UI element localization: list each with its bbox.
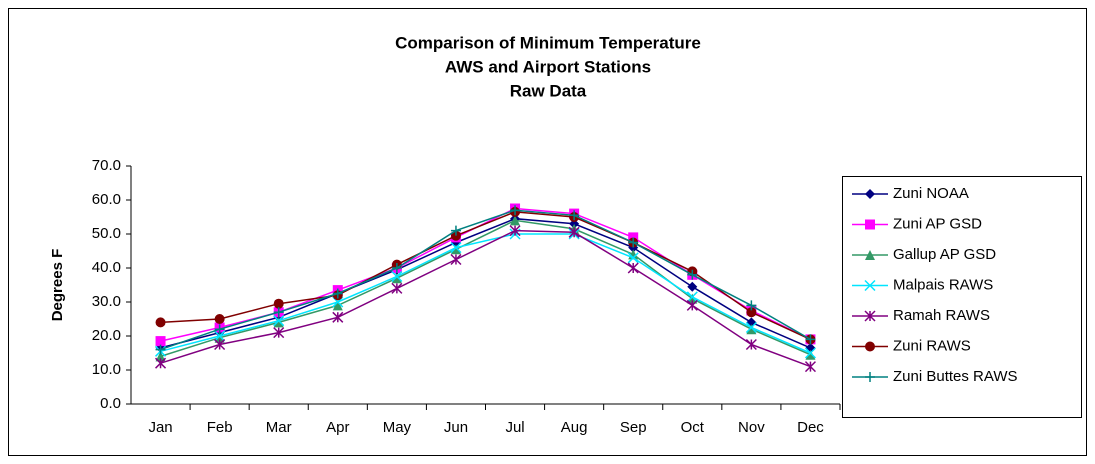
x-tick-label: Dec	[797, 419, 824, 436]
y-tick-label: 50.0	[92, 225, 121, 242]
marker	[686, 299, 698, 311]
marker	[155, 317, 166, 328]
x-tick-label: May	[383, 419, 412, 436]
marker	[273, 298, 284, 309]
series-line	[160, 217, 811, 349]
marker	[627, 262, 639, 274]
series-line	[160, 233, 811, 354]
marker	[687, 293, 698, 304]
marker	[746, 324, 757, 335]
marker	[864, 310, 876, 322]
marker	[865, 189, 875, 199]
marker	[273, 327, 285, 339]
marker	[155, 357, 167, 369]
x-tick-label: Mar	[266, 419, 292, 436]
marker	[628, 232, 639, 243]
marker	[332, 311, 344, 323]
y-tick-label: 60.0	[92, 191, 121, 208]
marker	[214, 330, 226, 342]
marker	[332, 288, 343, 299]
marker	[804, 361, 816, 373]
marker	[155, 336, 166, 347]
x-tick-label: Oct	[681, 419, 705, 436]
marker	[628, 237, 639, 248]
y-tick-label: 40.0	[92, 259, 121, 276]
y-tick-label: 0.0	[100, 395, 121, 412]
marker	[745, 338, 757, 351]
legend-label: Malpais RAWS	[893, 276, 993, 293]
marker	[569, 210, 580, 221]
y-tick-label: 70.0	[92, 157, 121, 174]
marker	[804, 347, 816, 359]
x-tick-label: Apr	[326, 419, 349, 436]
marker	[450, 242, 462, 254]
legend-label: Zuni RAWS	[893, 337, 971, 354]
marker	[450, 230, 461, 241]
marker	[686, 291, 698, 303]
legend-label: Gallup AP GSD	[893, 246, 996, 263]
y-tick-label: 20.0	[92, 327, 121, 344]
marker	[214, 314, 225, 324]
x-tick-label: Sep	[620, 419, 647, 436]
chart-title: AWS and Airport Stations	[445, 57, 651, 76]
marker	[273, 307, 284, 318]
marker	[687, 269, 698, 280]
marker	[510, 215, 521, 226]
y-tick-label: 30.0	[92, 293, 121, 310]
marker	[450, 253, 462, 266]
marker	[155, 344, 166, 355]
marker	[450, 225, 461, 236]
legend-label: Zuni Buttes RAWS	[893, 368, 1017, 385]
marker	[745, 321, 757, 334]
marker	[746, 300, 757, 311]
legend-label: Zuni NOAA	[893, 185, 969, 202]
series-line	[160, 229, 811, 368]
marker	[391, 263, 402, 273]
x-tick-label: Aug	[561, 419, 588, 436]
x-tick-label: Jun	[444, 419, 468, 436]
marker	[214, 332, 225, 343]
y-tick-label: 10.0	[92, 361, 121, 378]
marker	[687, 281, 698, 292]
marker	[865, 341, 875, 352]
marker	[214, 324, 225, 335]
marker	[391, 270, 403, 283]
legend-label: Ramah RAWS	[893, 307, 990, 324]
marker	[510, 205, 521, 216]
marker	[805, 334, 816, 345]
marker	[273, 317, 284, 328]
marker	[273, 315, 285, 327]
marker	[391, 273, 402, 284]
marker	[864, 279, 876, 292]
marker	[332, 300, 343, 311]
chart-title: Comparison of Minimum Temperature	[395, 33, 701, 52]
legend-label: Zuni AP GSD	[893, 215, 982, 232]
x-tick-label: Jan	[148, 419, 172, 436]
x-tick-label: Jul	[505, 419, 524, 436]
x-tick-label: Feb	[207, 419, 233, 436]
marker	[627, 252, 639, 264]
marker	[509, 225, 521, 237]
marker	[805, 349, 816, 360]
marker	[391, 282, 403, 294]
marker	[865, 219, 875, 230]
marker	[155, 351, 166, 362]
x-tick-label: Nov	[738, 419, 765, 436]
series-line	[160, 211, 811, 341]
marker	[865, 372, 875, 382]
y-axis-label: Degrees F	[49, 249, 66, 322]
marker	[450, 244, 461, 255]
marker	[865, 250, 875, 260]
marker	[746, 307, 757, 318]
series-line	[160, 219, 811, 358]
marker	[214, 338, 226, 351]
chart-title: Raw Data	[510, 81, 587, 100]
series-line	[160, 209, 811, 351]
marker	[568, 226, 580, 238]
